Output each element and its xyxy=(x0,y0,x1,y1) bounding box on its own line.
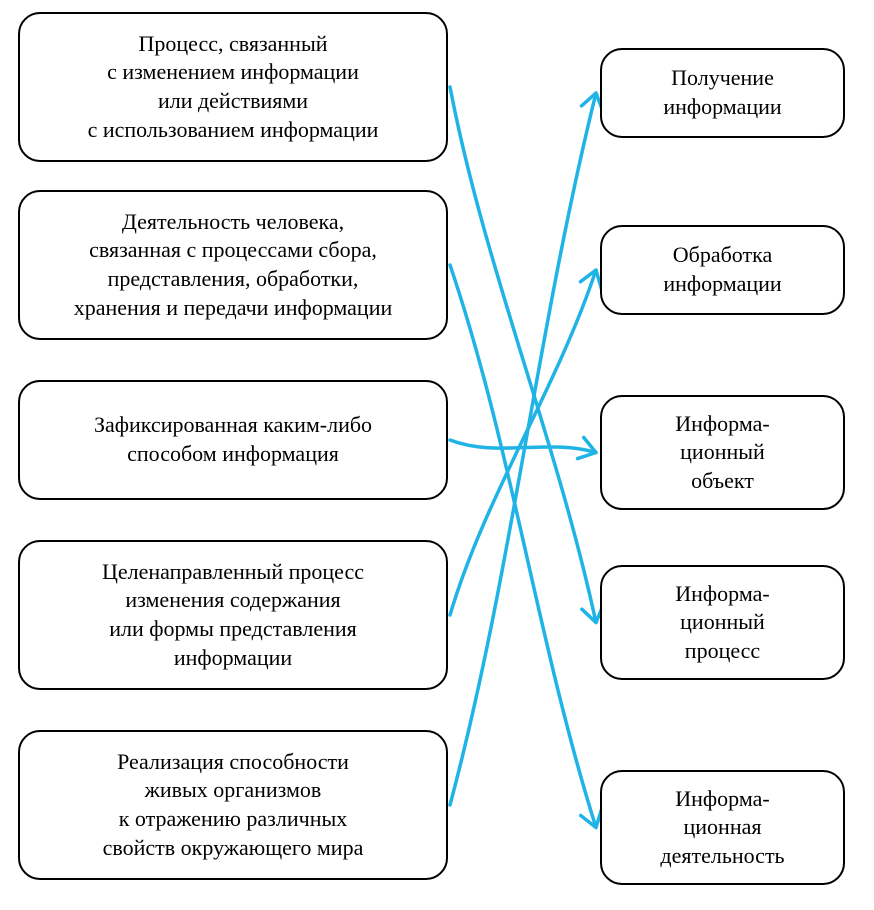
node-R5-label: Информа-ционнаядеятельность xyxy=(660,785,784,871)
node-L1: Процесс, связанныйс изменением информаци… xyxy=(18,12,448,162)
node-L2: Деятельность человека,связанная с процес… xyxy=(18,190,448,340)
node-R3: Информа-ционныйобъект xyxy=(600,395,845,510)
edge-line xyxy=(450,440,596,453)
node-L3-label: Зафиксированная каким-либоспособом инфор… xyxy=(94,411,372,468)
node-R4-label: Информа-ционныйпроцесс xyxy=(675,580,769,666)
node-L3: Зафиксированная каким-либоспособом инфор… xyxy=(18,380,448,500)
node-L2-label: Деятельность человека,связанная с процес… xyxy=(74,208,393,322)
node-L5: Реализация способностиживых организмовк … xyxy=(18,730,448,880)
node-R3-label: Информа-ционныйобъект xyxy=(675,410,769,496)
edge-arrowhead xyxy=(581,809,602,828)
node-R1-label: Получениеинформации xyxy=(663,64,781,121)
node-R2-label: Обработкаинформации xyxy=(663,241,781,298)
edge-arrowhead xyxy=(581,270,602,289)
node-R2: Обработкаинформации xyxy=(600,225,845,315)
edge-line xyxy=(450,265,596,828)
node-L5-label: Реализация способностиживых организмовк … xyxy=(103,748,364,862)
edge-line xyxy=(450,87,596,623)
edge-line xyxy=(450,270,596,615)
diagram-canvas: Процесс, связанныйс изменением информаци… xyxy=(0,0,874,910)
node-R5: Информа-ционнаядеятельность xyxy=(600,770,845,885)
edge-arrowhead xyxy=(578,437,596,458)
node-L4: Целенаправленный процессизменения содерж… xyxy=(18,540,448,690)
node-R4: Информа-ционныйпроцесс xyxy=(600,565,845,680)
node-L4-label: Целенаправленный процессизменения содерж… xyxy=(102,558,364,672)
edge-line xyxy=(450,93,596,805)
node-L1-label: Процесс, связанныйс изменением информаци… xyxy=(88,30,379,144)
node-R1: Получениеинформации xyxy=(600,48,845,138)
